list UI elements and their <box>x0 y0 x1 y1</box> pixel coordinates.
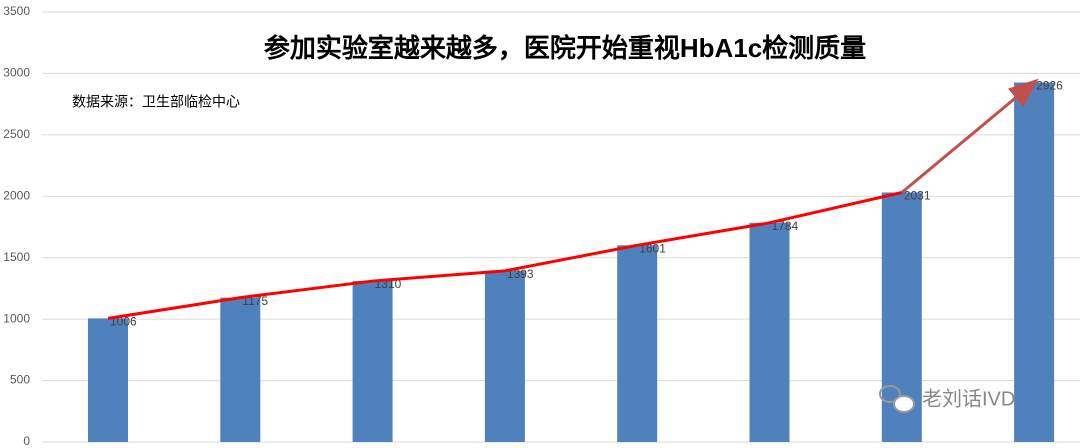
y-tick-label: 1500 <box>3 250 30 264</box>
data-label: 2926 <box>1036 79 1063 93</box>
bar <box>749 222 790 442</box>
y-tick-label: 500 <box>10 373 30 387</box>
watermark: 老刘话IVD <box>922 387 1015 410</box>
y-tick-label: 2500 <box>3 127 30 141</box>
chart-title: 参加实验室越来越多，医院开始重视HbA1c检测质量 <box>264 33 866 63</box>
grid: 0 500 1000 1500 2000 2500 3000 3500 <box>3 4 1080 448</box>
data-label: 2031 <box>904 189 931 203</box>
y-tick-label: 0 <box>23 434 30 448</box>
y-tick-label: 3500 <box>3 4 30 18</box>
annotation: 数据来源：卫生部临检中心 <box>72 94 240 110</box>
trend-arrow <box>900 78 1039 194</box>
trend-line <box>107 191 903 320</box>
bars <box>88 82 1055 443</box>
data-label: 1784 <box>772 219 799 233</box>
y-tick-label: 3000 <box>3 66 30 80</box>
bar <box>88 318 128 442</box>
wechat-icon <box>879 385 915 413</box>
y-tick-label: 2000 <box>3 188 30 202</box>
bar <box>352 281 393 442</box>
y-tick-label: 1000 <box>3 311 30 325</box>
bar <box>617 245 658 442</box>
bar <box>484 270 525 442</box>
bar <box>1014 82 1055 443</box>
bar <box>220 297 261 442</box>
